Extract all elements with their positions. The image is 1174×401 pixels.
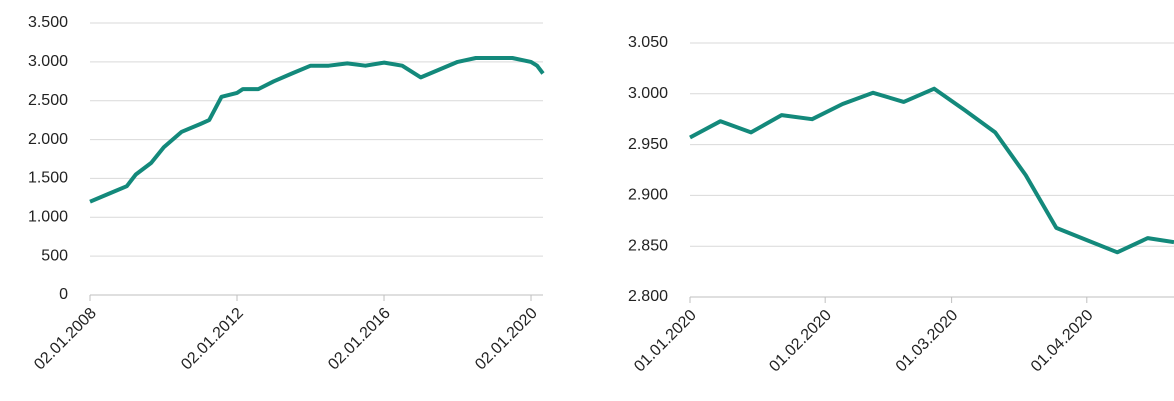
x-tick-label: 01.01.2020: [631, 307, 700, 376]
line-series: [89, 56, 545, 204]
y-tick-label: 2.500: [28, 92, 68, 109]
y-tick-label: 2.850: [628, 237, 668, 254]
y-tick-label: 3.500: [28, 14, 68, 31]
y-tick-label: 0: [59, 286, 68, 303]
x-tick-label: 01.03.2020: [893, 307, 962, 376]
x-tick-label: 01.04.2020: [1028, 307, 1097, 376]
y-tick-label: 2.900: [628, 187, 668, 204]
y-tick-label: 3.000: [628, 85, 668, 102]
x-tick-label: 01.02.2020: [766, 307, 835, 376]
y-tick-label: 2.000: [28, 131, 68, 148]
x-tick-label: 02.01.2008: [31, 305, 100, 374]
x-tick-label: 02.01.2012: [178, 305, 247, 374]
y-tick-label: 3.050: [628, 34, 668, 51]
y-tick-label: 2.950: [628, 136, 668, 153]
x-tick-label: 02.01.2020: [472, 305, 541, 374]
x-tick-label: 02.01.2016: [325, 305, 394, 374]
y-tick-label: 3.000: [28, 53, 68, 70]
line-series: [689, 86, 1174, 255]
y-tick-label: 500: [41, 247, 68, 264]
y-tick-label: 1.500: [28, 170, 68, 187]
y-tick-label: 1.000: [28, 209, 68, 226]
y-tick-label: 2.800: [628, 288, 668, 305]
